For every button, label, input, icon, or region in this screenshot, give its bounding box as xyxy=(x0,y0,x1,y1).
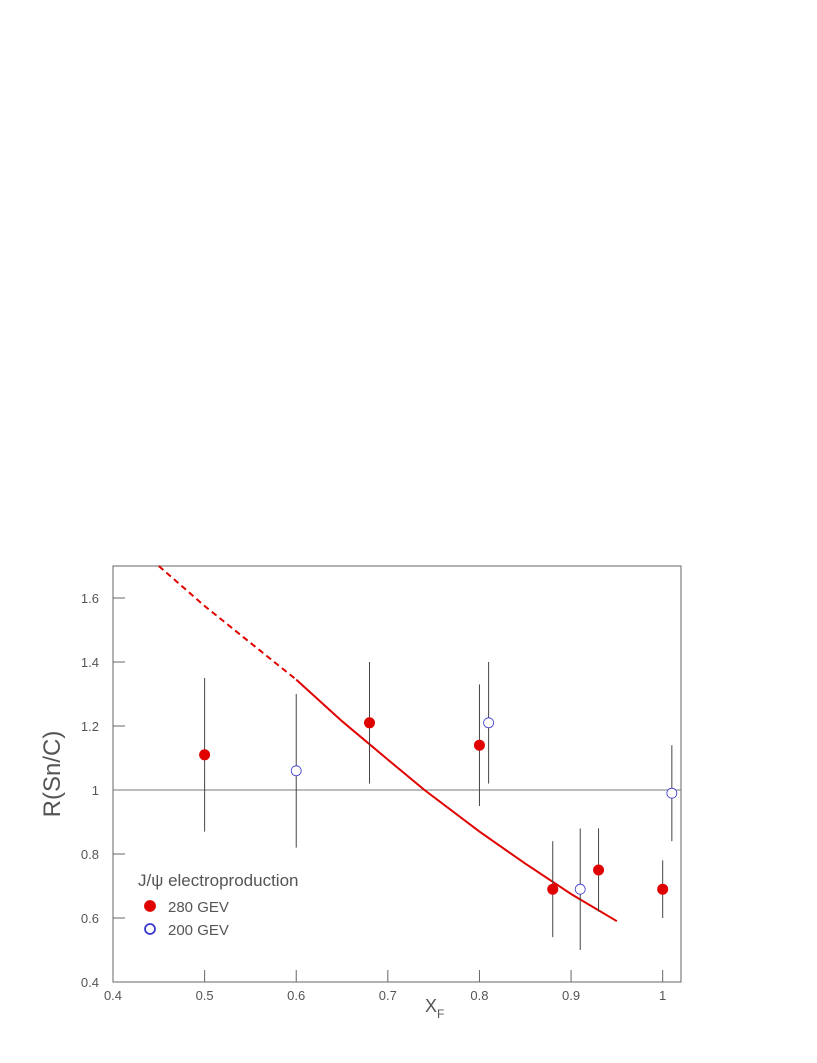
legend-label: 200 GEV xyxy=(168,922,229,939)
legend-label: 280 GEV xyxy=(168,899,229,916)
model-curve xyxy=(295,678,618,923)
y-tick-label: 1.6 xyxy=(81,591,99,606)
data-point xyxy=(483,717,495,729)
y-tick-label: 1.4 xyxy=(81,655,99,670)
legend-marker xyxy=(144,900,156,912)
data-point xyxy=(364,717,376,729)
y-tick-label: 0.6 xyxy=(81,911,99,926)
y-tick-label: 0.4 xyxy=(81,975,99,990)
x-tick-label: 1 xyxy=(659,988,666,1003)
y-tick-label: 1.2 xyxy=(81,719,99,734)
data-point xyxy=(199,749,211,761)
data-point xyxy=(574,883,586,895)
data-point xyxy=(473,739,485,751)
x-tick-label: 0.7 xyxy=(379,988,397,1003)
y-tick-label: 0.8 xyxy=(81,847,99,862)
data-point xyxy=(657,883,669,895)
data-point xyxy=(547,883,559,895)
x-tick-label: 0.9 xyxy=(562,988,580,1003)
data-point xyxy=(290,765,302,777)
plot-frame xyxy=(112,565,682,983)
x-axis-label: XF xyxy=(425,996,444,1021)
y-axis-label: R(Sn/C) xyxy=(39,731,66,818)
data-point xyxy=(593,864,605,876)
y-tick-label: 1 xyxy=(92,783,99,798)
x-tick-label: 0.5 xyxy=(196,988,214,1003)
x-tick-label: 0.6 xyxy=(287,988,305,1003)
x-tick-label: 0.8 xyxy=(470,988,488,1003)
legend-marker xyxy=(144,923,156,935)
x-axis-label-subscript: F xyxy=(437,1007,444,1021)
data-point xyxy=(666,787,678,799)
annotation: J/ψ electroproduction xyxy=(138,871,298,890)
model-curve xyxy=(158,565,297,681)
x-axis-label-main: X xyxy=(425,996,437,1016)
x-tick-label: 0.4 xyxy=(104,988,122,1003)
